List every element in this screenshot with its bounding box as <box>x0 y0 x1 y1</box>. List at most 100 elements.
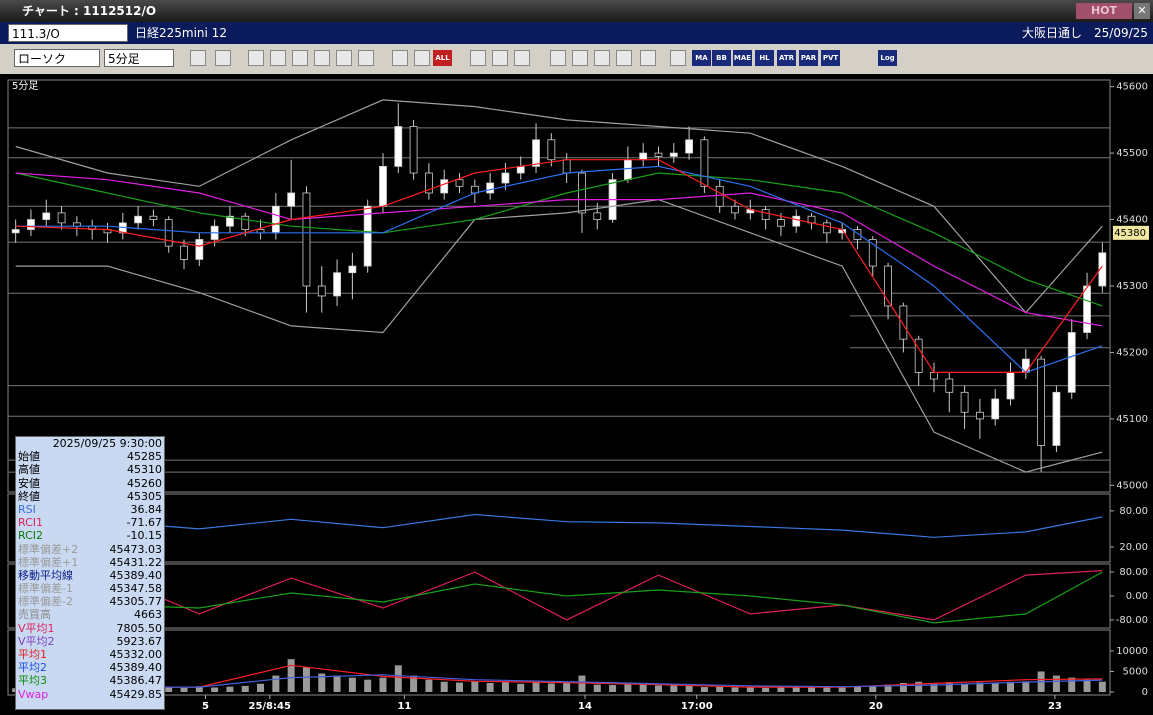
info-value: 45389.40 <box>109 661 163 675</box>
volume-bar <box>945 682 953 693</box>
symbol-name: 日経225mini 12 <box>135 26 227 40</box>
close-button[interactable]: ✕ <box>1134 3 1150 19</box>
info-label: RCI1 <box>18 516 44 530</box>
toolbar-icon[interactable] <box>270 50 286 66</box>
info-label: 平均1 <box>18 648 47 661</box>
candle-body <box>593 212 602 220</box>
last-price-box <box>1113 225 1149 240</box>
toolbar-text-icon[interactable]: PVT <box>821 50 840 66</box>
info-value: 45429.85 <box>109 687 163 701</box>
info-row: Vwap 45429.85 <box>16 688 164 701</box>
toolbar-icon[interactable] <box>670 50 686 66</box>
volume-bar <box>624 684 632 693</box>
y-tick-label: 45300 <box>1116 281 1148 292</box>
candle-body <box>134 215 142 224</box>
window-title: チャート : 1112512/O <box>22 4 157 18</box>
info-row: RCI1 -71.67 <box>16 516 164 529</box>
toolbar-text-icon[interactable]: MAE <box>733 50 752 66</box>
info-label: 始値 <box>18 450 40 464</box>
toolbar-icon[interactable] <box>470 50 486 66</box>
volume-bar <box>670 684 678 693</box>
last-price-label: 45380 <box>1114 228 1146 239</box>
y-tick-label: 45500 <box>1116 148 1148 159</box>
info-row: 高値 45310 <box>16 463 164 476</box>
info-label: Vwap <box>18 687 49 701</box>
volume-bar <box>501 682 509 693</box>
info-datetime: 2025/09/25 9:30:00 <box>52 437 162 450</box>
y-tick-label: 20.00 <box>1119 542 1148 553</box>
volume-bar <box>746 687 754 693</box>
toolbar-text-icon[interactable]: ATR <box>777 50 796 66</box>
toolbar-icon[interactable] <box>358 50 374 66</box>
toolbar-icon[interactable] <box>492 50 508 66</box>
candle-body <box>914 338 923 373</box>
toolbar-icon[interactable] <box>292 50 308 66</box>
info-value: 45310 <box>127 463 162 477</box>
candle-body <box>930 371 938 380</box>
x-tick-label: 25/8:45 <box>248 701 290 712</box>
indicator-line <box>15 198 1103 473</box>
toolbar-text-icon[interactable]: BB <box>712 50 731 66</box>
candle-body <box>761 209 770 220</box>
candle-body <box>11 229 20 234</box>
symbol-select[interactable]: 111.3/O <box>8 24 128 42</box>
toolbar-icon[interactable] <box>594 50 610 66</box>
toolbar-icon[interactable] <box>414 50 430 66</box>
toolbar-icon[interactable] <box>314 50 330 66</box>
volume-bar <box>762 687 770 693</box>
candle-body <box>226 215 234 227</box>
y-tick-label: 0 <box>1142 687 1148 698</box>
candle-body <box>287 192 296 207</box>
toolbar-icon[interactable] <box>190 50 206 66</box>
volume-bar <box>654 685 662 693</box>
toolbar-text-icon[interactable]: ALL <box>433 50 452 66</box>
toolbar-icon[interactable] <box>392 50 408 66</box>
toolbar-text-icon[interactable]: HL <box>755 50 774 66</box>
y-tick-label: -80.00 <box>1116 615 1148 626</box>
volume-bar <box>241 685 249 693</box>
info-row: 標準偏差+2 45473.03 <box>16 543 164 556</box>
indicator-line <box>15 172 1103 307</box>
info-row: 標準偏差-2 45305.77 <box>16 595 164 608</box>
candle-body <box>180 245 188 260</box>
volume-bar <box>609 685 617 693</box>
toolbar-icon[interactable] <box>514 50 530 66</box>
date: 25/09/25 <box>1094 26 1148 40</box>
candle-body <box>991 398 1000 420</box>
toolbar-text-icon[interactable]: Log <box>878 50 897 66</box>
indicator-line <box>15 172 1103 327</box>
candle-body <box>868 239 877 267</box>
volume-bar <box>272 675 280 693</box>
y-tick-label: 5000 <box>1123 666 1148 677</box>
toolbar-icon[interactable] <box>248 50 264 66</box>
candle-body <box>884 265 892 307</box>
info-label: 移動平均線 <box>18 568 73 582</box>
toolbar-text-icon[interactable]: PAR <box>799 50 818 66</box>
toolbar-icon[interactable] <box>336 50 352 66</box>
candle-body <box>516 165 525 174</box>
volume-bar <box>578 675 586 693</box>
toolbar-icon[interactable] <box>215 50 231 66</box>
info-row: 平均1 45332.00 <box>16 648 164 661</box>
candle-body <box>777 219 785 227</box>
x-tick-label: 14 <box>578 701 592 712</box>
info-row: 終値 45305 <box>16 490 164 503</box>
toolbar-icon[interactable] <box>572 50 588 66</box>
volume-bar <box>976 682 984 693</box>
toolbar-text-icon[interactable]: MA <box>692 50 711 66</box>
volume-bar <box>486 682 494 693</box>
volume-bar <box>1098 681 1106 693</box>
chart-style-select[interactable]: ローソク <box>14 49 100 67</box>
toolbar-icon[interactable] <box>616 50 632 66</box>
interval-select[interactable]: 5分足 <box>104 49 174 67</box>
toolbar-icon[interactable] <box>550 50 566 66</box>
candle-body <box>1006 371 1015 400</box>
toolbar-icon[interactable] <box>640 50 656 66</box>
volume-bar <box>195 686 203 693</box>
volume-bar <box>716 686 724 693</box>
volume-bar <box>1007 681 1015 693</box>
info-value: 45305 <box>127 489 162 503</box>
volume-bar <box>869 685 877 693</box>
hot-button[interactable]: HOT <box>1076 3 1132 19</box>
